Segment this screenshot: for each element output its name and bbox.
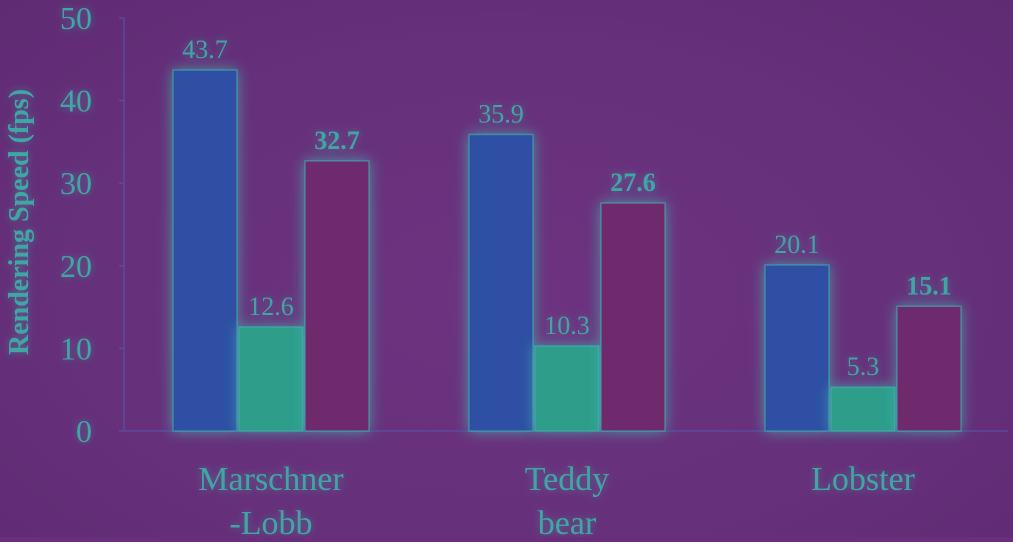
labels-layer: 43.7 12.6 32.7 Marschner -Lobb 35.9 10.3 27.6 Te…	[182, 35, 952, 542]
bar	[468, 133, 534, 432]
bar	[600, 202, 666, 432]
y-tick-label: 0	[76, 413, 92, 449]
bar	[534, 345, 600, 432]
x-category-label-line: Lobster	[811, 461, 916, 498]
bar-value-label: 12.6	[248, 292, 294, 321]
x-category-label-line: bear	[538, 505, 597, 537]
y-tick-label: 30	[60, 165, 92, 201]
bar	[238, 326, 304, 432]
bar-value-label: 35.9	[478, 99, 524, 128]
x-category-label-line: Marschner	[198, 461, 344, 498]
y-tick-label: 40	[60, 83, 92, 119]
x-category-label: Marschner -Lobb	[198, 461, 344, 537]
bar	[304, 160, 370, 432]
bars-layer	[172, 69, 962, 432]
bar	[172, 69, 238, 432]
bar-value-label: 15.1	[906, 271, 952, 300]
x-category-label: Teddy bear	[525, 461, 610, 537]
y-tick-label: 50	[60, 0, 92, 36]
bar-value-label: 10.3	[544, 311, 590, 340]
y-axis-title: Rendering Speed (fps)	[4, 89, 35, 355]
x-category-label: Lobster	[811, 461, 916, 498]
y-tick-label: 10	[60, 330, 92, 366]
bar-value-label: 20.1	[774, 230, 820, 259]
bar-value-label: 32.7	[314, 126, 360, 155]
x-category-label-line: Teddy	[525, 461, 610, 498]
bar-value-label: 43.7	[182, 35, 228, 64]
x-category-label-line: -Lobb	[229, 505, 312, 537]
bar	[896, 305, 962, 432]
bar-value-label: 5.3	[847, 352, 880, 381]
bar-value-label: 27.6	[610, 168, 656, 197]
axes-layer: 0 10 20 30 40 50 Rendering Speed (fps)	[4, 0, 1008, 449]
y-tick-label: 20	[60, 248, 92, 284]
bar	[830, 386, 896, 432]
bar	[764, 264, 830, 432]
